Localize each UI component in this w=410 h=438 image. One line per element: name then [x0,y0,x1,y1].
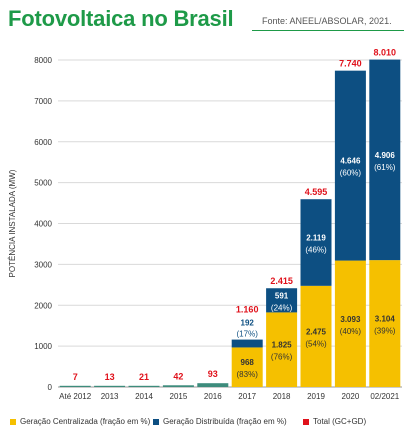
y-tick-label-1000: 1000 [34,342,52,351]
total-label-2: 21 [139,372,149,382]
bar-centralizada-7 [300,285,332,387]
total-label-1: 13 [105,372,115,382]
legend-swatch-centralizada [10,418,16,425]
total-label-6: 2.415 [270,276,293,286]
label-centralizada-6: 1.825 [272,341,293,350]
y-tick-label-6000: 6000 [34,138,52,147]
pct-distribuida-6: (24%) [271,303,293,312]
pct-distribuida-5: (17%) [237,330,259,339]
bar-centralizada-9 [369,260,401,387]
bar-distribuida-8 [334,70,366,261]
label-distribuida-8: 4.646 [340,157,361,166]
installed-capacity-chart: 0 1000 2000 3000 4000 5000 6000 7000 8000 POTÊNCI… [8,48,402,401]
label-centralizada-5: 968 [241,358,255,367]
total-label-5: 1.160 [236,305,259,315]
y-tick-label-4000: 4000 [34,220,52,229]
pct-centralizada-8: (40%) [340,327,362,336]
pct-distribuida-7: (46%) [305,246,327,255]
bar-centralizada-6 [266,312,298,387]
x-tick-label-6: 2018 [273,392,291,401]
pct-centralizada-7: (54%) [305,339,327,348]
legend-label-total: Total (GC+GD) [313,417,367,426]
label-centralizada-7: 2.475 [306,327,327,336]
y-axis-label: POTÊNCIA INSTALADA (MW) [8,169,17,277]
bar-centralizada-5 [231,347,263,387]
legend-swatch-total [303,418,309,425]
total-label-4: 93 [208,369,218,379]
pct-centralizada-6: (76%) [271,353,293,362]
bar-distribuida-7 [300,199,332,286]
pct-distribuida-9: (61%) [374,163,396,172]
total-label-3: 42 [173,371,183,381]
bar-total-4 [197,383,229,387]
x-tick-label-9: 02/2021 [370,392,399,401]
y-tick-label-2000: 2000 [34,301,52,310]
legend-swatch-distribuida [153,418,159,425]
bar-distribuida-6 [266,288,298,313]
x-tick-label-4: 2016 [204,392,222,401]
total-label-8: 7.740 [339,59,362,69]
legend-label-centralizada: Geração Centralizada (fração em %) [20,417,151,426]
x-tick-label-1: 2013 [101,392,119,401]
total-label-0: 7 [73,372,78,382]
legend-item-distribuida: Geração Distribuída (fração em %) [153,417,287,426]
pct-centralizada-5: (83%) [237,370,259,379]
title-rule [252,30,404,31]
bar-total-1 [94,385,126,387]
x-tick-label-2: 2014 [135,392,153,401]
bar-total-2 [128,385,160,387]
bar-distribuida-5 [231,339,263,348]
legend-item-total: Total (GC+GD) [303,417,366,426]
page-title: Fotovoltaica no Brasil [8,6,234,31]
bar-distribuida-9 [369,59,401,261]
legend-label-distribuida: Geração Distribuída (fração em %) [163,417,287,426]
x-tick-label-7: 2019 [307,392,325,401]
x-tick-label-8: 2020 [342,392,360,401]
y-tick-label-7000: 7000 [34,97,52,106]
legend-item-centralizada: Geração Centralizada (fração em %) [10,417,150,426]
chart-legend: Geração Centralizada (fração em %) Geraç… [10,417,405,431]
source-note: Fonte: ANEEL/ABSOLAR, 2021. [262,16,392,26]
x-tick-label-3: 2015 [170,392,188,401]
label-centralizada-9: 3.104 [375,315,396,324]
label-distribuida-7: 2.119 [306,234,326,243]
pct-distribuida-8: (60%) [340,169,362,178]
bar-centralizada-8 [334,260,366,387]
x-tick-label-0: Até 2012 [59,392,92,401]
bar-total-3 [162,385,194,387]
pct-centralizada-9: (39%) [374,327,396,336]
label-distribuida-6: 591 [275,291,289,300]
bar-total-0 [59,385,91,387]
y-tick-label-0: 0 [48,383,53,392]
x-tick-label-5: 2017 [238,392,256,401]
total-label-7: 4.595 [305,187,328,197]
label-centralizada-8: 3.093 [340,315,361,324]
label-distribuida-9: 4.906 [375,151,396,160]
y-tick-label-5000: 5000 [34,179,52,188]
label-distribuida-5: 192 [241,319,255,328]
total-label-9: 8.010 [374,48,397,58]
y-tick-label-3000: 3000 [34,260,52,269]
y-tick-label-8000: 8000 [34,56,52,65]
